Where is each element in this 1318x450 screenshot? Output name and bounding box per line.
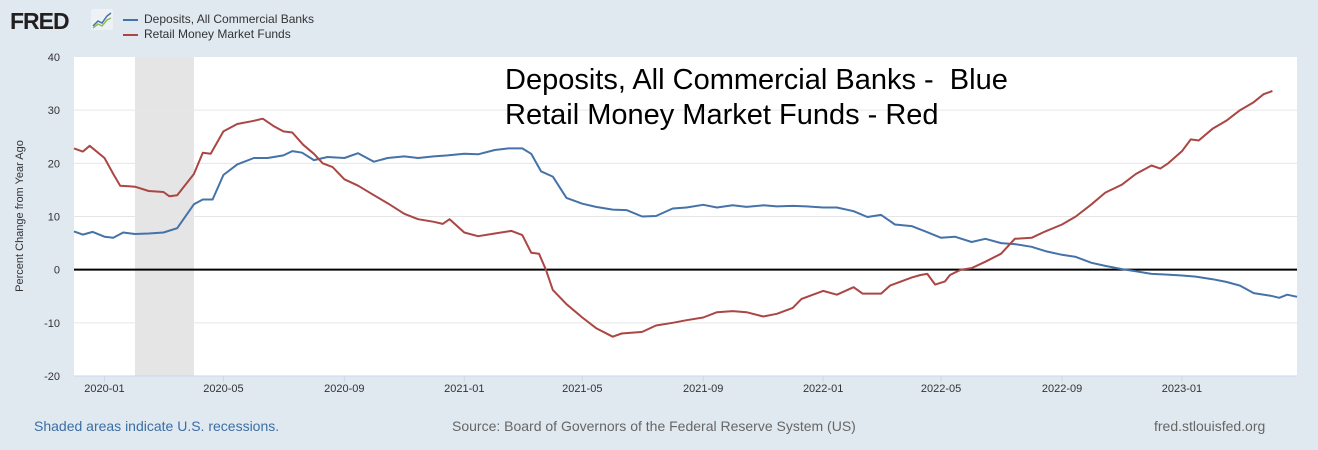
fred-logo[interactable]: FRED <box>10 8 70 34</box>
x-tick-label: 2021-01 <box>444 383 484 395</box>
legend: Deposits, All Commercial Banks Retail Mo… <box>123 12 314 42</box>
x-tick-label: 2022-01 <box>803 383 843 395</box>
y-tick-label: 10 <box>48 212 60 224</box>
x-tick-label: 2020-09 <box>324 383 364 395</box>
legend-swatch-blue <box>123 18 138 21</box>
x-tick-label: 2022-05 <box>921 383 961 395</box>
source-text: Source: Board of Governors of the Federa… <box>452 418 856 434</box>
legend-swatch-red <box>123 33 138 36</box>
legend-item-money-market[interactable]: Retail Money Market Funds <box>123 27 314 42</box>
legend-label: Deposits, All Commercial Banks <box>144 12 315 26</box>
series-line-deposits[interactable] <box>73 147 1298 299</box>
annotation-red: Retail Money Market Funds - Red <box>505 99 939 131</box>
y-tick-label: 0 <box>54 265 60 277</box>
series-line-money-market[interactable] <box>73 90 1273 338</box>
y-tick-label: 20 <box>48 158 60 170</box>
x-tick-label: 2020-05 <box>203 383 243 395</box>
y-tick-label: -20 <box>44 371 60 383</box>
fred-graph-icon <box>91 9 113 30</box>
x-tick-label: 2021-05 <box>562 383 602 395</box>
y-tick-label: 30 <box>48 105 60 117</box>
x-tick-label: 2022-09 <box>1042 383 1082 395</box>
y-tick-label: 40 <box>48 52 60 64</box>
legend-item-deposits[interactable]: Deposits, All Commercial Banks <box>123 12 314 27</box>
y-axis-label: Percent Change from Year Ago <box>14 140 26 292</box>
annotation-blue: Deposits, All Commercial Banks - Blue <box>505 64 1008 96</box>
recession-note: Shaded areas indicate U.S. recessions. <box>34 418 280 434</box>
x-tick-label: 2020-01 <box>84 383 124 395</box>
legend-label: Retail Money Market Funds <box>144 27 291 41</box>
x-tick-label: 2021-09 <box>683 383 723 395</box>
x-tick-label: 2023-01 <box>1162 383 1202 395</box>
y-tick-label: -10 <box>44 318 60 330</box>
site-link[interactable]: fred.stlouisfed.org <box>1154 418 1266 434</box>
